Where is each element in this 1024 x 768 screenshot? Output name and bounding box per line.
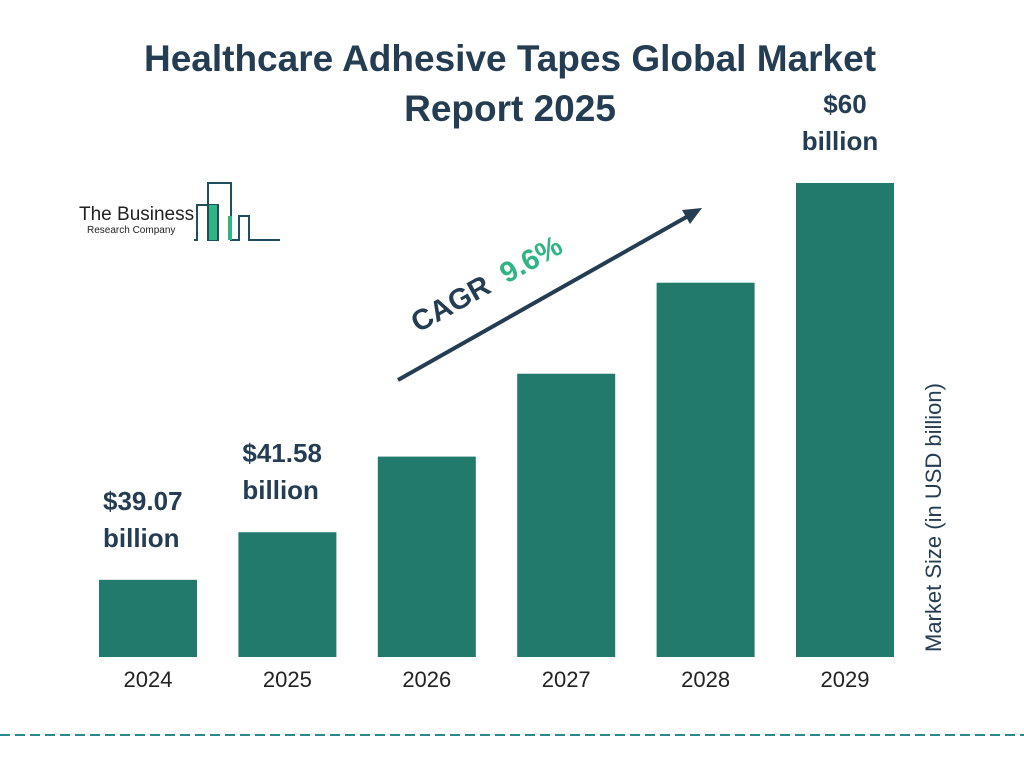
logo-text: The Business [79, 204, 195, 225]
bar-2024 [99, 579, 197, 657]
cagr-label: CAGR [406, 270, 496, 339]
x-tick-label: 2026 [402, 667, 451, 692]
data-label: $60 [823, 89, 866, 119]
bar-2027 [517, 373, 616, 657]
data-label: $41.58 [242, 438, 322, 468]
data-label: billion [242, 475, 319, 505]
x-tick-label: 2027 [542, 667, 591, 692]
logo-subtext: Research Company [87, 225, 176, 236]
cagr-value: 9.6% [495, 230, 569, 290]
bar-2025 [238, 532, 337, 657]
bar-2028 [656, 282, 755, 657]
bar-2026 [377, 456, 476, 657]
cagr-arrow [397, 213, 691, 382]
y-axis-label: Market Size (in USD billion) [921, 383, 946, 652]
x-tick-label: 2028 [681, 667, 730, 692]
svg-text:CAGR 9.6%: CAGR 9.6% [406, 230, 568, 339]
cagr-arrowhead-icon [682, 208, 702, 224]
data-label: billion [802, 126, 879, 156]
bar-2029 [796, 183, 894, 657]
x-tick-label: 2029 [821, 667, 870, 692]
data-label: billion [103, 523, 180, 553]
chart-title: Healthcare Adhesive Tapes Global Market … [143, 38, 877, 129]
x-tick-label: 2025 [263, 667, 312, 692]
x-tick-label: 2024 [124, 667, 173, 692]
data-label: $39.07 [103, 486, 183, 516]
cagr-annotation: CAGR 9.6% [397, 208, 702, 382]
